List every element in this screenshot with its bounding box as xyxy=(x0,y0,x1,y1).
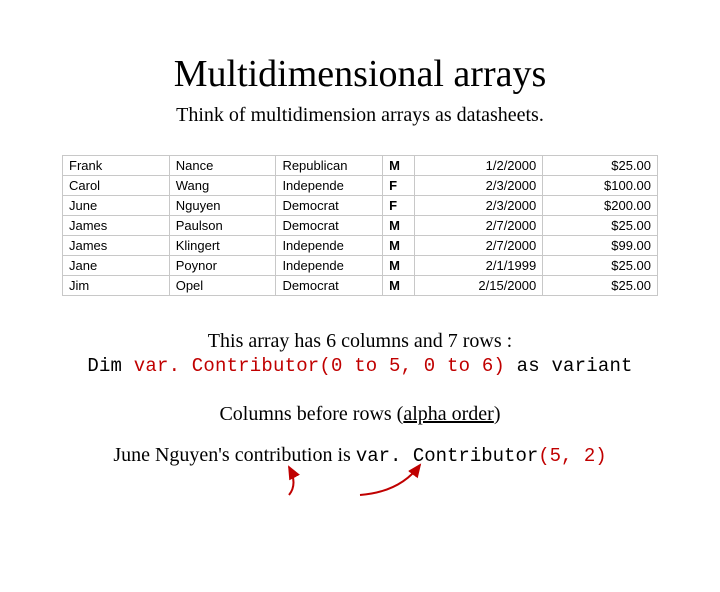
table-cell: 2/1/1999 xyxy=(415,256,543,276)
caption-example-lookup: June Nguyen's contribution is var. Contr… xyxy=(0,444,720,467)
table-cell: Nance xyxy=(169,156,276,176)
data-table: FrankNanceRepublicanM1/2/2000$25.00Carol… xyxy=(62,155,658,296)
table-cell: $25.00 xyxy=(543,256,658,276)
table-cell: M xyxy=(383,256,415,276)
table-cell: Jane xyxy=(63,256,170,276)
table-cell: $200.00 xyxy=(543,196,658,216)
table-cell: $99.00 xyxy=(543,236,658,256)
code-part-contributor: var. Contributor(0 to 5, 0 to 6) xyxy=(134,355,505,377)
table-cell: $25.00 xyxy=(543,276,658,296)
table-row: JanePoynorIndependeM2/1/1999$25.00 xyxy=(63,256,658,276)
code-dim-statement: Dim var. Contributor(0 to 5, 0 to 6) as … xyxy=(0,355,720,377)
code-part-asvariant: as variant xyxy=(505,355,633,377)
code-part-dim: Dim xyxy=(87,355,133,377)
table-row: JamesKlingertIndependeM2/7/2000$99.00 xyxy=(63,236,658,256)
table-cell: Wang xyxy=(169,176,276,196)
table-cell: Nguyen xyxy=(169,196,276,216)
table-cell: Klingert xyxy=(169,236,276,256)
table-cell: Independe xyxy=(276,236,383,256)
table-cell: 2/7/2000 xyxy=(415,216,543,236)
table-row: CarolWangIndependeF2/3/2000$100.00 xyxy=(63,176,658,196)
caption3-code-name: var. Contributor xyxy=(356,445,538,467)
table-cell: Democrat xyxy=(276,276,383,296)
table-row: JimOpelDemocratM2/15/2000$25.00 xyxy=(63,276,658,296)
table-row: JuneNguyenDemocratF2/3/2000$200.00 xyxy=(63,196,658,216)
table-cell: M xyxy=(383,216,415,236)
table-cell: Opel xyxy=(169,276,276,296)
caption3-code-index: (5, 2) xyxy=(538,445,606,467)
caption2-pre: Columns before rows ( xyxy=(219,403,403,425)
table-cell: June xyxy=(63,196,170,216)
table-cell: $25.00 xyxy=(543,216,658,236)
caption2-post: ) xyxy=(494,403,501,425)
table-cell: M xyxy=(383,236,415,256)
table-row: JamesPaulsonDemocratM2/7/2000$25.00 xyxy=(63,216,658,236)
table-cell: Carol xyxy=(63,176,170,196)
table-cell: 2/3/2000 xyxy=(415,196,543,216)
caption-dimensions: This array has 6 columns and 7 rows : xyxy=(0,330,720,353)
annotation-arrows xyxy=(0,52,720,592)
page-title: Multidimensional arrays xyxy=(0,52,720,96)
data-table-container: FrankNanceRepublicanM1/2/2000$25.00Carol… xyxy=(62,155,658,296)
table-cell: Republican xyxy=(276,156,383,176)
table-cell: M xyxy=(383,276,415,296)
table-row: FrankNanceRepublicanM1/2/2000$25.00 xyxy=(63,156,658,176)
caption2-underlined: alpha order xyxy=(403,403,494,425)
table-cell: 2/15/2000 xyxy=(415,276,543,296)
table-cell: Jim xyxy=(63,276,170,296)
table-cell: Democrat xyxy=(276,216,383,236)
caption3-pre: June Nguyen's contribution is xyxy=(113,444,355,466)
table-cell: F xyxy=(383,176,415,196)
table-cell: James xyxy=(63,216,170,236)
table-cell: Paulson xyxy=(169,216,276,236)
table-cell: Independe xyxy=(276,176,383,196)
table-cell: 2/3/2000 xyxy=(415,176,543,196)
table-cell: 1/2/2000 xyxy=(415,156,543,176)
table-cell: Poynor xyxy=(169,256,276,276)
table-cell: James xyxy=(63,236,170,256)
table-cell: Democrat xyxy=(276,196,383,216)
table-cell: Independe xyxy=(276,256,383,276)
table-cell: 2/7/2000 xyxy=(415,236,543,256)
table-cell: $25.00 xyxy=(543,156,658,176)
subtitle: Think of multidimension arrays as datash… xyxy=(0,104,720,127)
table-cell: F xyxy=(383,196,415,216)
table-cell: Frank xyxy=(63,156,170,176)
table-cell: M xyxy=(383,156,415,176)
table-cell: $100.00 xyxy=(543,176,658,196)
caption-column-order: Columns before rows (alpha order) xyxy=(0,403,720,426)
